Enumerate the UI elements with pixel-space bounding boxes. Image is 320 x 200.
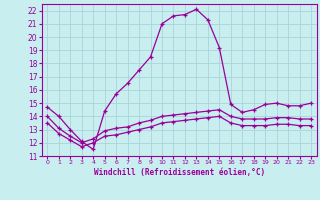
X-axis label: Windchill (Refroidissement éolien,°C): Windchill (Refroidissement éolien,°C) <box>94 168 265 177</box>
